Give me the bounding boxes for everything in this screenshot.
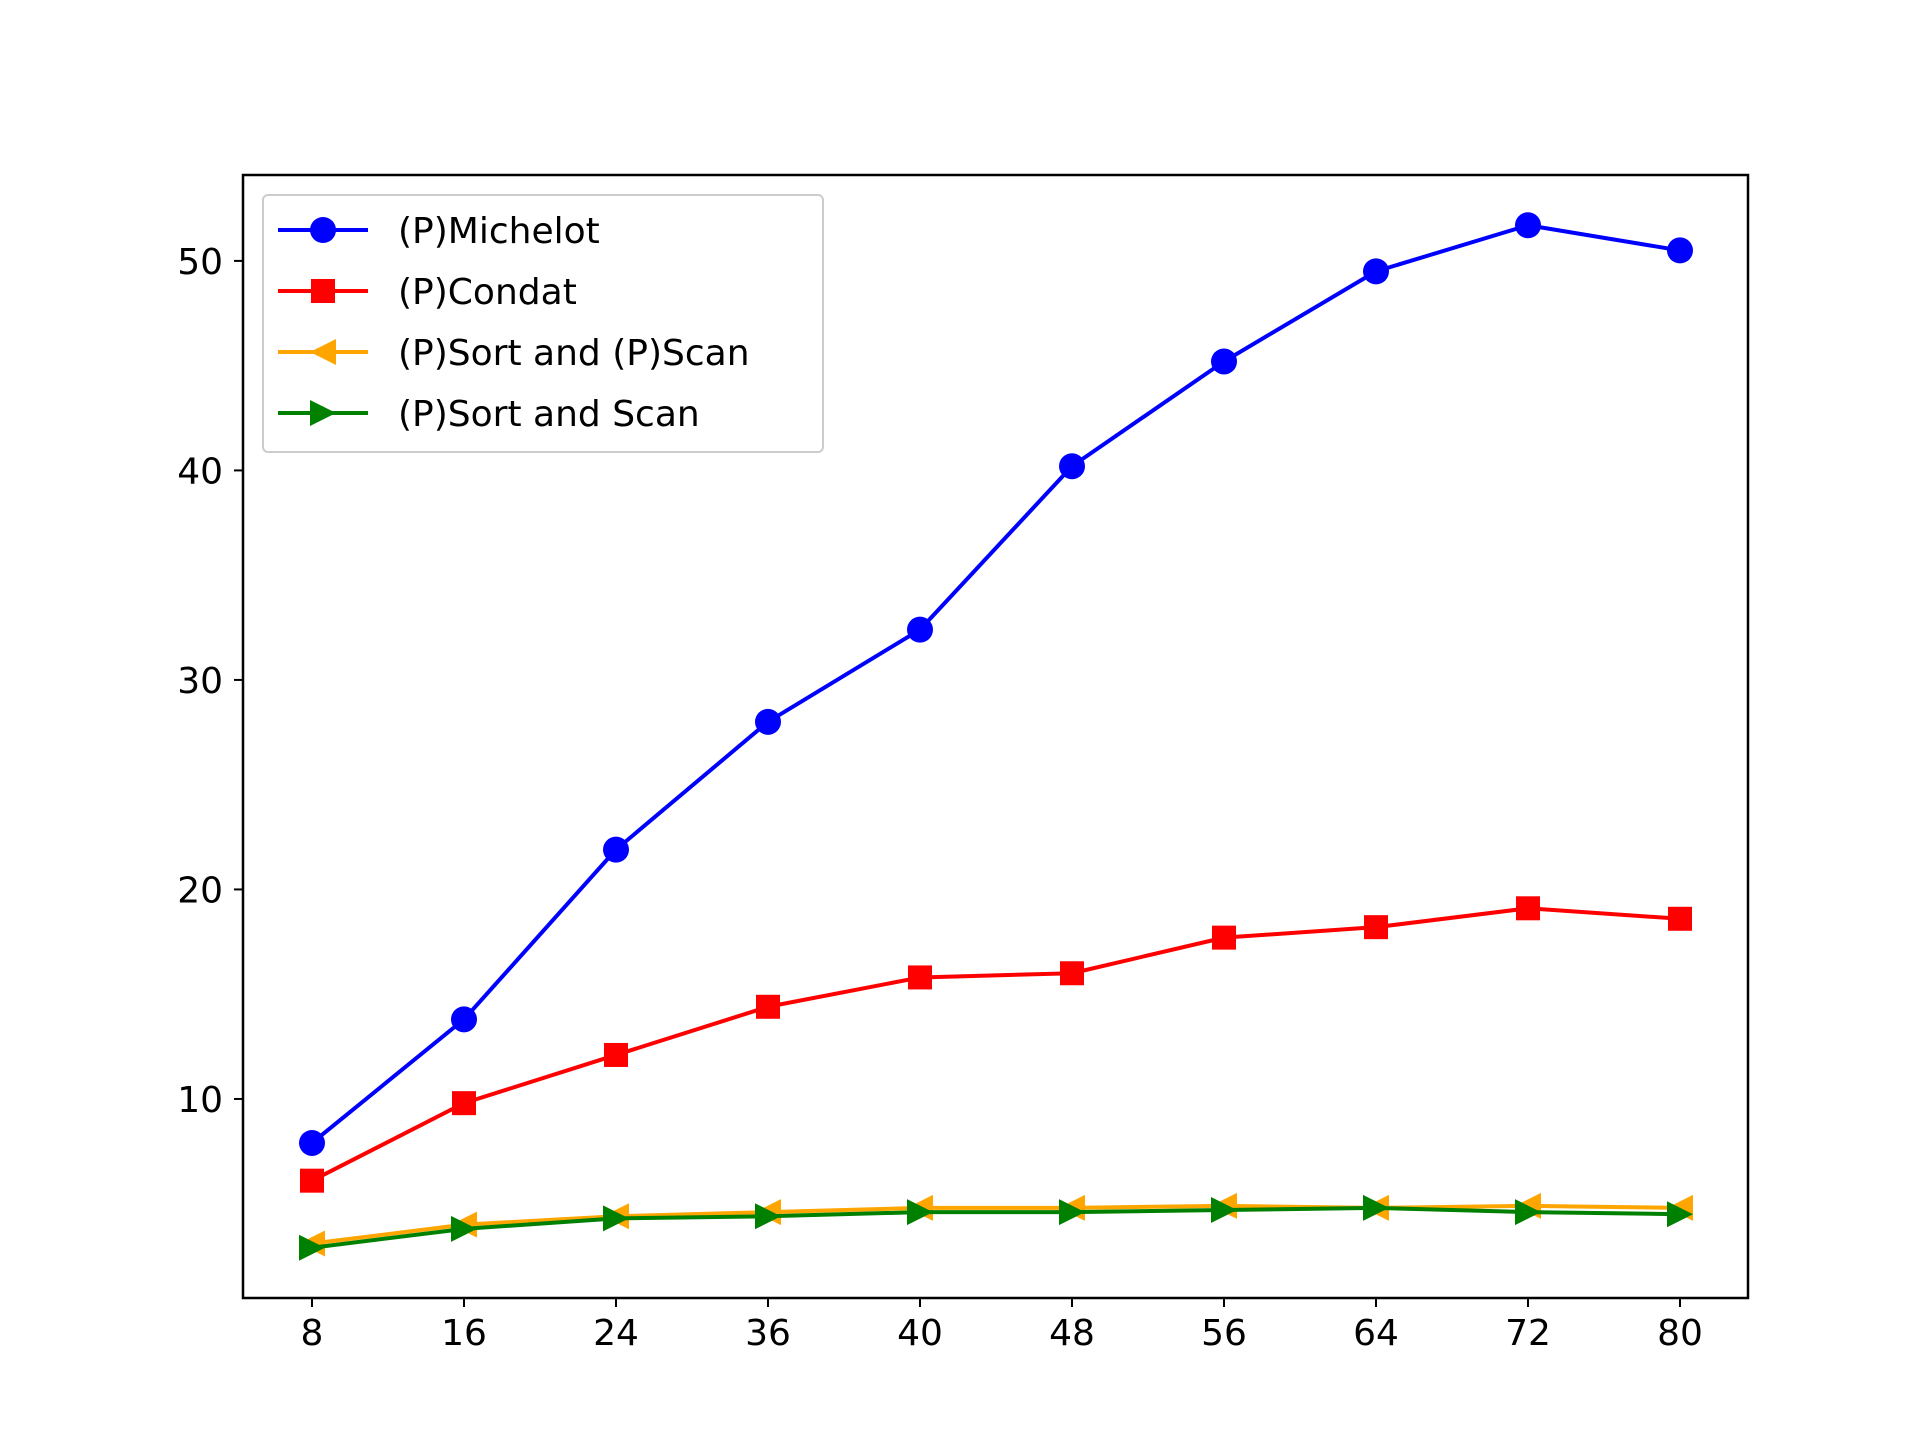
x-tick-label: 24 [593,1313,639,1354]
x-tick-label: 64 [1353,1313,1399,1354]
data-point [1516,896,1540,921]
series-line [311,1205,1681,1250]
data-point [1060,961,1084,986]
data-point [756,994,780,1019]
legend-entry: (P)Michelot [278,211,600,252]
x-tick-label: 40 [897,1313,943,1354]
data-point [300,1168,324,1193]
legend-marker [311,279,335,303]
x-tick-label: 48 [1049,1313,1095,1354]
plot-frame [241,173,1750,1300]
y-tick-label: 40 [177,451,223,492]
data-point [299,1234,325,1261]
data-point [1364,915,1388,940]
data-point [907,1199,933,1226]
y-tick-label: 20 [177,870,223,911]
data-point [1667,237,1693,264]
x-tick-label: 36 [745,1313,791,1354]
legend-label: (P)Sort and (P)Scan [398,333,750,374]
y-tick-label: 50 [177,242,223,283]
legend: (P)Michelot (P)Condat (P)Sort and (P)Scan (… [262,194,824,453]
data-point [755,708,781,735]
data-point [755,1203,781,1230]
legend-label: (P)Sort and Scan [398,394,700,435]
axes: 8 16 24 36 40 48 56 64 72 80 10 20 30 40 50 [177,242,1703,1354]
x-tick-label: 72 [1505,1313,1551,1354]
legend-entry: (P)Condat [278,272,577,313]
series-p-condat [300,896,1692,1193]
data-point [1211,1197,1237,1224]
data-point [603,836,629,863]
data-point [1515,1199,1541,1226]
data-point [452,1091,476,1116]
legend-box [262,194,824,453]
series-line [311,906,1681,1183]
x-tick-label: 8 [301,1313,324,1354]
series-line [311,1203,1681,1246]
x-tick-label: 56 [1201,1313,1247,1354]
series-p-sort-and-scan [299,1194,1693,1261]
data-point [908,965,932,990]
series-p-michelot [299,212,1693,1156]
data-point [1363,258,1389,285]
data-point [1668,906,1692,931]
data-point [299,1129,325,1156]
data-point [451,1215,477,1242]
data-point [1212,925,1236,950]
legend-label: (P)Condat [398,272,577,313]
legend-marker [310,339,336,365]
data-point [1667,1201,1693,1228]
data-point [1211,348,1237,375]
data-point [907,616,933,643]
data-point [1059,453,1085,480]
data-point [1059,1199,1085,1226]
plot-area [299,212,1693,1261]
legend-entry: (P)Sort and (P)Scan [278,333,750,374]
y-tick-label: 10 [177,1080,223,1121]
data-point [604,1042,628,1067]
data-point [451,1006,477,1033]
x-tick-label: 16 [441,1313,487,1354]
legend-entry: (P)Sort and Scan [278,394,700,435]
series-line [310,223,1681,1145]
legend-marker [310,400,336,426]
legend-marker [310,217,336,243]
data-point [603,1205,629,1232]
data-point [1515,212,1541,239]
data-point [1363,1194,1389,1221]
legend-label: (P)Michelot [398,211,600,252]
x-tick-label: 80 [1657,1313,1703,1354]
y-tick-label: 30 [177,661,223,702]
